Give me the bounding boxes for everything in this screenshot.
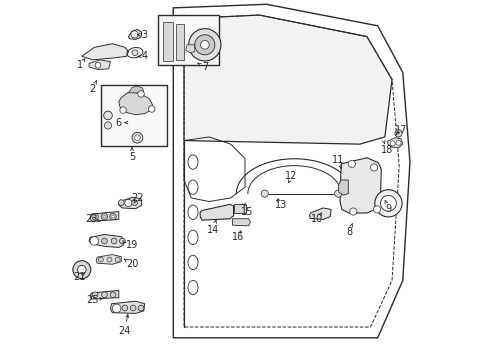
Circle shape bbox=[120, 107, 126, 113]
Polygon shape bbox=[340, 158, 381, 213]
Text: 12: 12 bbox=[286, 171, 298, 181]
Bar bbox=[101, 85, 167, 146]
Circle shape bbox=[130, 305, 136, 311]
Circle shape bbox=[138, 91, 144, 97]
Text: 16: 16 bbox=[232, 232, 244, 242]
Circle shape bbox=[373, 206, 381, 213]
Circle shape bbox=[132, 132, 143, 143]
Text: 3: 3 bbox=[142, 30, 147, 40]
Circle shape bbox=[110, 213, 116, 220]
Circle shape bbox=[132, 200, 137, 206]
Polygon shape bbox=[200, 204, 234, 220]
Text: 21: 21 bbox=[73, 272, 86, 282]
Text: 2: 2 bbox=[90, 84, 96, 94]
Circle shape bbox=[135, 135, 140, 140]
Text: 5: 5 bbox=[129, 152, 135, 162]
Circle shape bbox=[390, 141, 395, 146]
Text: 23: 23 bbox=[85, 215, 98, 224]
Circle shape bbox=[195, 35, 215, 55]
Text: 19: 19 bbox=[126, 239, 138, 249]
Circle shape bbox=[348, 160, 355, 167]
Circle shape bbox=[112, 304, 121, 313]
Polygon shape bbox=[310, 208, 331, 220]
Polygon shape bbox=[96, 255, 122, 264]
Polygon shape bbox=[388, 138, 403, 148]
Circle shape bbox=[107, 257, 112, 262]
Circle shape bbox=[261, 190, 269, 197]
Polygon shape bbox=[186, 45, 195, 53]
Polygon shape bbox=[89, 60, 111, 69]
Circle shape bbox=[138, 305, 144, 311]
Text: 10: 10 bbox=[311, 215, 323, 224]
Circle shape bbox=[92, 213, 98, 220]
Polygon shape bbox=[184, 15, 392, 144]
Circle shape bbox=[189, 29, 221, 61]
Circle shape bbox=[395, 130, 402, 137]
Polygon shape bbox=[338, 180, 348, 195]
Bar bbox=[158, 15, 219, 65]
Polygon shape bbox=[232, 219, 250, 226]
Polygon shape bbox=[82, 44, 128, 60]
Circle shape bbox=[370, 164, 378, 171]
Polygon shape bbox=[128, 86, 144, 93]
Circle shape bbox=[101, 292, 107, 298]
Circle shape bbox=[110, 292, 116, 298]
Circle shape bbox=[77, 265, 86, 274]
Polygon shape bbox=[173, 4, 410, 338]
Circle shape bbox=[381, 195, 396, 211]
Circle shape bbox=[120, 238, 125, 244]
Circle shape bbox=[92, 292, 98, 298]
Circle shape bbox=[104, 111, 112, 120]
Circle shape bbox=[200, 41, 209, 49]
Circle shape bbox=[125, 199, 132, 207]
Circle shape bbox=[90, 237, 98, 245]
Circle shape bbox=[104, 122, 112, 129]
Circle shape bbox=[148, 106, 155, 112]
Text: 22: 22 bbox=[131, 193, 144, 203]
Text: 7: 7 bbox=[202, 62, 209, 72]
Circle shape bbox=[335, 190, 342, 197]
Text: 15: 15 bbox=[241, 207, 253, 217]
Circle shape bbox=[73, 261, 91, 279]
Polygon shape bbox=[128, 30, 142, 40]
Circle shape bbox=[122, 305, 128, 311]
Text: 11: 11 bbox=[332, 155, 344, 165]
Bar bbox=[163, 22, 173, 60]
Circle shape bbox=[112, 215, 115, 218]
Circle shape bbox=[101, 213, 108, 220]
Polygon shape bbox=[119, 92, 152, 115]
Polygon shape bbox=[90, 212, 119, 221]
Circle shape bbox=[396, 140, 401, 145]
Circle shape bbox=[103, 215, 106, 218]
Text: 4: 4 bbox=[142, 51, 147, 61]
Text: 17: 17 bbox=[395, 125, 407, 135]
Circle shape bbox=[375, 190, 402, 217]
Circle shape bbox=[131, 31, 138, 38]
Polygon shape bbox=[89, 234, 125, 247]
Circle shape bbox=[101, 238, 107, 244]
Circle shape bbox=[95, 62, 101, 68]
Text: 13: 13 bbox=[275, 200, 287, 210]
Polygon shape bbox=[111, 301, 145, 314]
Text: 9: 9 bbox=[385, 204, 392, 214]
Text: 14: 14 bbox=[207, 225, 219, 235]
Circle shape bbox=[94, 215, 97, 218]
Circle shape bbox=[98, 257, 103, 262]
Polygon shape bbox=[119, 197, 142, 209]
Circle shape bbox=[111, 238, 117, 244]
Text: 1: 1 bbox=[77, 60, 83, 70]
Circle shape bbox=[132, 50, 138, 55]
Circle shape bbox=[350, 208, 357, 215]
Text: 20: 20 bbox=[126, 259, 138, 269]
Polygon shape bbox=[90, 291, 119, 299]
Text: 18: 18 bbox=[381, 144, 393, 154]
Bar bbox=[234, 204, 246, 213]
Text: 24: 24 bbox=[119, 325, 131, 336]
Text: 6: 6 bbox=[116, 118, 122, 128]
Circle shape bbox=[115, 257, 120, 262]
Text: 25: 25 bbox=[86, 295, 99, 305]
Circle shape bbox=[119, 200, 124, 206]
Bar bbox=[176, 24, 184, 60]
Text: 8: 8 bbox=[346, 227, 352, 237]
